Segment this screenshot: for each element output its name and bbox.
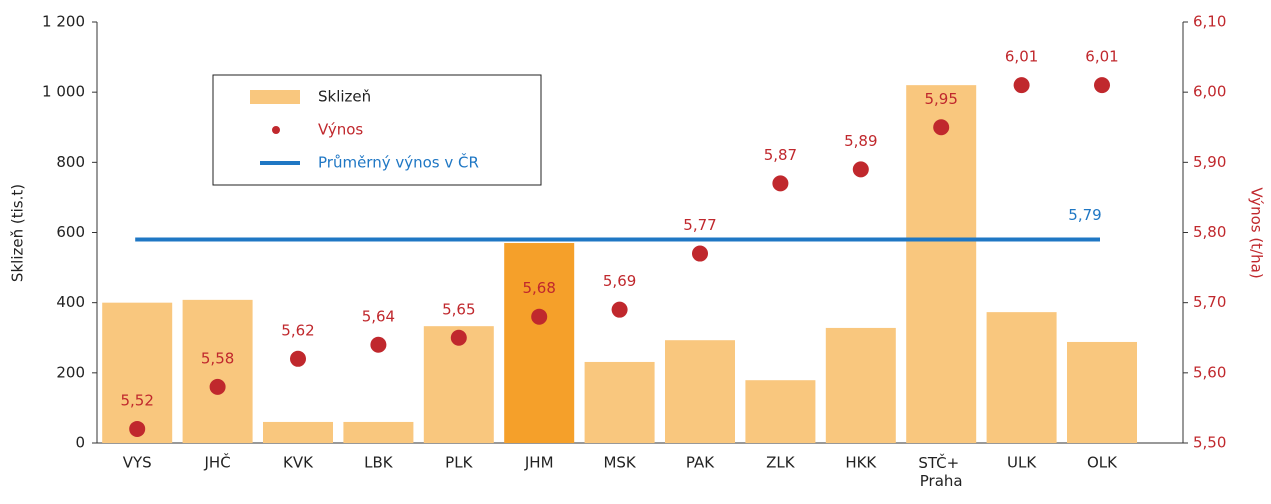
- x-tick-label: ULK: [1007, 454, 1037, 472]
- y-axis-title: Sklizeň (tis.t): [9, 184, 27, 282]
- y-tick-label: 1 000: [42, 83, 85, 101]
- dot: [209, 378, 226, 395]
- legend-label: Výnos: [318, 121, 363, 139]
- x-tick-label: OLK: [1087, 454, 1118, 472]
- bar: [584, 361, 655, 443]
- dot: [290, 350, 306, 367]
- bar: [343, 421, 414, 443]
- y-tick-label: 800: [56, 153, 85, 171]
- dot: [611, 301, 628, 318]
- dot: [933, 119, 950, 136]
- legend-label: Průměrný výnos v ČR: [318, 153, 479, 172]
- y2-axis-title: Výnos (t/ha): [1248, 187, 1266, 278]
- average-label: 5,79: [1068, 206, 1101, 224]
- dot: [450, 329, 467, 346]
- x-tick-label: STČ+ Praha: [918, 453, 964, 490]
- x-tick-label: JHČ: [204, 453, 231, 472]
- bar: [665, 340, 735, 443]
- data-label: 5,77: [683, 216, 716, 234]
- data-label: 6,01: [1085, 48, 1118, 66]
- x-tick-label: PAK: [686, 454, 715, 472]
- data-label: 5,65: [442, 300, 475, 318]
- x-tick-label: HKK: [845, 454, 877, 472]
- y2-tick-label: 5,80: [1193, 223, 1226, 241]
- y2-tick-label: 5,90: [1193, 153, 1226, 171]
- dot: [692, 245, 708, 262]
- y2-tick-label: 5,60: [1193, 363, 1226, 381]
- data-label: 5,89: [844, 132, 877, 150]
- data-label: 5,52: [120, 391, 153, 409]
- x-tick-label: KVK: [283, 454, 314, 472]
- dot: [1013, 77, 1030, 94]
- bar: [825, 327, 896, 443]
- legend-swatch: [250, 90, 300, 104]
- legend-label: Sklizeň: [318, 88, 371, 106]
- x-tick-label: JHM: [524, 454, 554, 472]
- dot: [129, 420, 146, 437]
- data-label: 5,58: [201, 349, 234, 367]
- bar: [504, 243, 575, 443]
- x-tick-label: ZLK: [766, 454, 796, 472]
- data-label: 5,68: [522, 279, 555, 297]
- y2-tick-label: 5,70: [1193, 293, 1226, 311]
- dot: [531, 308, 548, 325]
- bar: [263, 421, 333, 443]
- y-tick-label: 400: [56, 293, 85, 311]
- data-label: 5,95: [924, 90, 957, 108]
- data-label: 5,69: [603, 272, 636, 290]
- x-tick-label: MSK: [603, 454, 636, 472]
- y2-tick-label: 6,00: [1193, 83, 1226, 101]
- bar: [906, 85, 977, 444]
- y2-tick-label: 6,10: [1193, 13, 1226, 31]
- data-label: 5,64: [362, 307, 395, 325]
- data-label: 5,87: [764, 146, 797, 164]
- data-label: 5,62: [281, 321, 314, 339]
- dot: [370, 336, 387, 353]
- bar: [182, 299, 253, 443]
- x-tick-label: PLK: [445, 454, 473, 472]
- dot: [1094, 77, 1110, 94]
- y-tick-label: 200: [56, 363, 85, 381]
- y-tick-label: 600: [56, 223, 85, 241]
- y-tick-label: 1 200: [42, 13, 85, 31]
- bar: [1067, 341, 1137, 443]
- y-tick-label: 0: [75, 434, 85, 452]
- bar: [102, 302, 173, 443]
- bar: [986, 312, 1057, 443]
- dot: [852, 161, 869, 178]
- bar: [745, 380, 816, 443]
- dot: [772, 175, 789, 192]
- x-tick-label: VYS: [123, 454, 152, 472]
- legend-swatch: [272, 126, 280, 134]
- y2-tick-label: 5,50: [1193, 434, 1226, 452]
- x-tick-label: LBK: [364, 454, 394, 472]
- data-label: 6,01: [1005, 48, 1038, 66]
